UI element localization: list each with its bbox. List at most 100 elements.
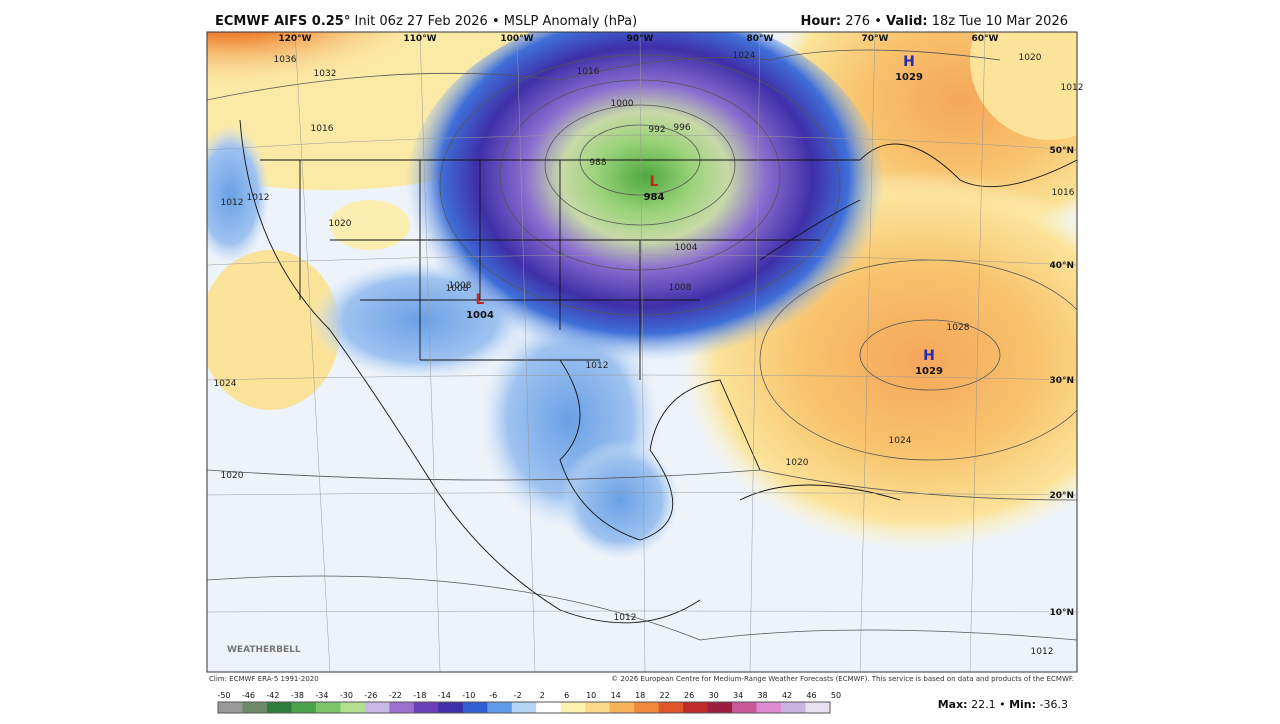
colorbar-tick-label: 10 [586,691,596,700]
colorbar-swatch [218,702,243,713]
hour-label: Hour: [800,14,841,29]
contour-label: 1020 [1019,53,1042,63]
contour-label: 1012 [1061,83,1084,93]
colorbar-swatch [389,702,415,713]
longitude-label: 100°W [500,34,533,44]
latitude-label: 40°N [1049,261,1074,271]
longitude-label: 80°W [747,34,774,44]
climo: Clim: ECMWF ERA-5 1991-2020 [209,675,319,683]
contour-label: 1016 [577,67,600,77]
copyright: © 2026 European Centre for Medium-Range … [611,675,1074,683]
logo: WEATHERBELL [227,645,301,655]
colorbar-tick-label: -46 [242,691,255,700]
longitude-label: 60°W [972,34,999,44]
colorbar-tick-label: -14 [438,691,451,700]
colorbar-swatch [658,702,684,713]
colorbar-tick-label: -6 [489,691,497,700]
longitude-label: 120°W [278,34,311,44]
colorbar-swatch [291,702,317,713]
separator: • [874,14,882,29]
separator: • [999,698,1006,711]
contour-label: 1020 [329,219,352,229]
contour-label: 1020 [221,471,244,481]
colorbar-tick-label: 42 [782,691,792,700]
colorbar-swatch [487,702,513,713]
center-symbol: L [650,174,659,190]
contour-label: 1012 [1031,647,1054,657]
colorbar-tick-label: -22 [389,691,402,700]
colorbar-swatch [438,702,464,713]
colorbar-swatch [732,702,758,713]
contour-label: 1024 [889,436,912,446]
model: ECMWF AIFS 0.25° [215,14,350,29]
colorbar-tick-label: 14 [611,691,621,700]
min-label: Min: [1009,698,1036,711]
colorbar-frame [217,701,831,714]
colorbar-swatch [634,702,660,713]
colorbar-tick-label: 2 [540,691,545,700]
contour-label: 1000 [611,99,634,109]
colorbar-tick-label: 38 [757,691,767,700]
colorbar-tick-label: 18 [635,691,645,700]
colorbar-tick-label: 6 [564,691,569,700]
colorbar-swatch [683,702,709,713]
contour-label: 992 [648,125,665,135]
field: MSLP Anomaly (hPa) [504,14,637,29]
colorbar-tick-label: 30 [709,691,719,700]
colorbar-swatch [315,702,341,713]
contour-label: 1008 [449,281,472,291]
contour-label: 1016 [1052,188,1075,198]
contour-label: 1016 [311,124,334,134]
colorbar-tick-label: 46 [806,691,816,700]
longitude-label: 70°W [862,34,889,44]
contour-label: 1008 [446,284,469,294]
map-labels: 120°W 110°W 100°W 90°W 80°W 70°W 60°W 50°N 40°N 3… [214,34,1084,657]
contour-label: 996 [673,123,690,133]
max-label: Max: [938,698,968,711]
valid: 18z Tue 10 Mar 2026 [932,14,1068,29]
contour-label: 1012 [614,613,637,623]
latitude-label: 20°N [1049,491,1074,501]
longitude-label: 90°W [627,34,654,44]
colorbar-tick-label: -30 [340,691,353,700]
max: 22.1 [971,698,996,711]
colorbar-tick-label: -50 [217,691,230,700]
center-symbol: H [903,54,915,70]
latitude-label: 10°N [1049,608,1074,618]
colorbar-tick-label: -18 [413,691,426,700]
center-pressure: 1004 [466,310,494,321]
colorbar-swatch [364,702,390,713]
contour-label: 1024 [733,51,756,61]
colorbar-swatch [462,702,488,713]
contour-label: 1020 [786,458,809,468]
header-left: ECMWF AIFS 0.25° Init 06z 27 Feb 2026 • … [215,14,637,29]
colorbar-swatch [781,702,807,713]
colorbar-tick-label: -26 [364,691,377,700]
colorbar-swatch [242,702,268,713]
header: ECMWF AIFS 0.25° Init 06z 27 Feb 2026 • … [215,14,1068,29]
hour: 276 [845,14,870,29]
min: -36.3 [1040,698,1068,711]
contour-label: 988 [589,158,606,168]
contour-label: 1028 [947,323,970,333]
center-symbol: H [923,348,935,364]
colorbar-swatch [511,702,537,713]
colorbar-tick-label: 34 [733,691,743,700]
contour-label: 1012 [221,198,244,208]
map-frame [206,31,1078,673]
separator: • [492,14,500,29]
colorbar-swatch [609,702,635,713]
colorbar-swatch [560,702,586,713]
colorbar: -50 -46 -42 -38 -34 -30 -26 -22 -18 -14 -10 -6 -2 2 6 1… [217,691,841,714]
center-pressure: 984 [644,192,665,203]
contour-label: 1008 [669,283,692,293]
contour-label: 1036 [274,55,297,65]
colorbar-tick-label: -38 [291,691,304,700]
contour-label: 1012 [247,193,270,203]
colorbar-tick-label: -42 [266,691,279,700]
colorbar-swatch [707,702,733,713]
latitude-label: 50°N [1049,146,1074,156]
valid-label: Valid: [886,14,928,29]
contour-label: 1024 [214,379,237,389]
